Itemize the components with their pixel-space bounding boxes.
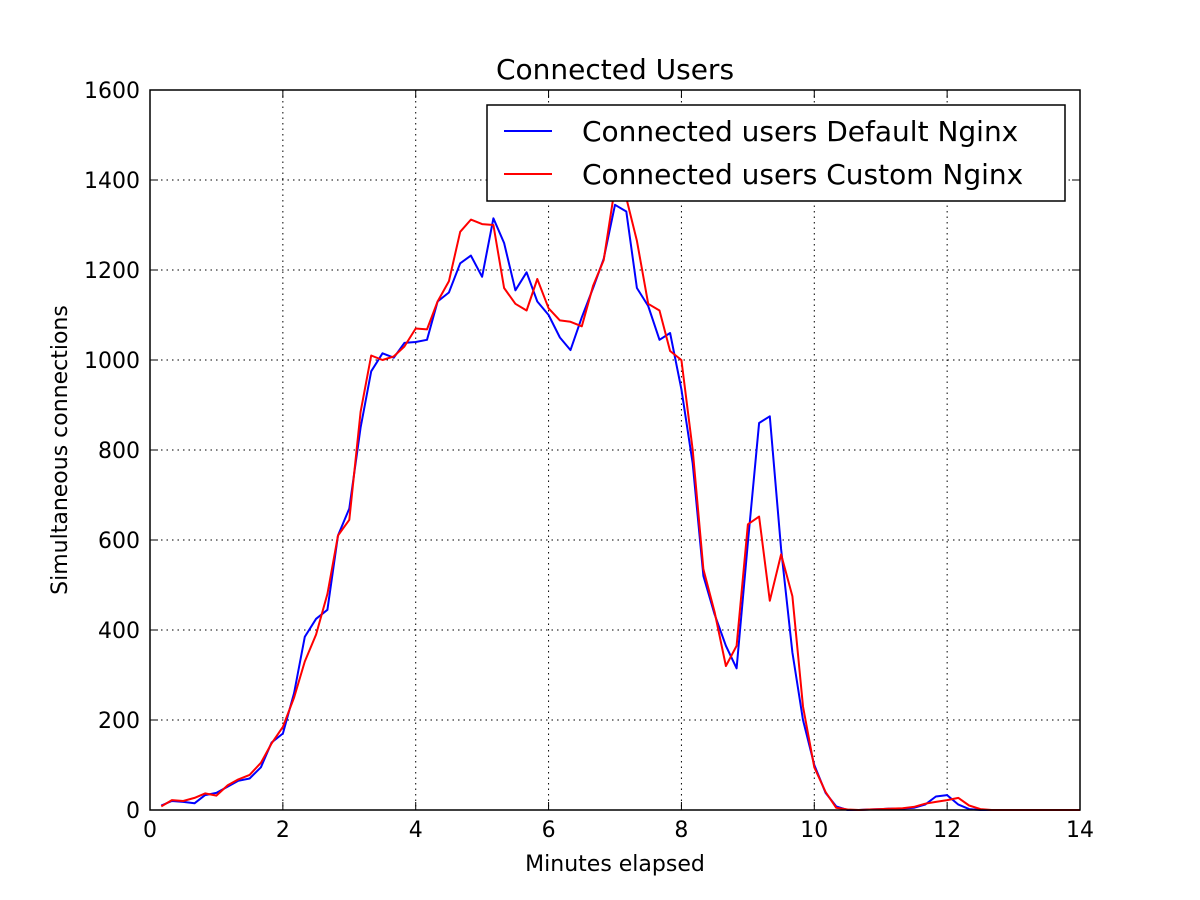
x-tick-label: 0 [143,818,157,843]
axis-ticks [149,89,1081,811]
x-axis-label: Minutes elapsed [525,852,705,877]
legend-box [486,104,1066,202]
y-tick-label: 1000 [84,349,140,374]
gridlines [150,90,1080,810]
legend-label-custom-nginx: Connected users Custom Nginx [582,158,1023,191]
x-tick-label: 8 [674,818,688,843]
chart-title: Connected Users [496,53,734,86]
y-tick-label: 600 [98,529,140,554]
y-tick-label: 0 [126,799,140,824]
y-tick-label: 1400 [84,169,140,194]
y-axis-label: Simultaneous connections [48,305,73,595]
y-tick-label: 1200 [84,259,140,284]
x-tick-label: 6 [542,818,556,843]
y-tick-label: 1600 [84,79,140,104]
y-tick-label: 400 [98,619,140,644]
y-tick-label: 200 [98,709,140,734]
x-tick-label: 12 [933,818,961,843]
x-tick-label: 14 [1066,818,1094,843]
y-tick-label: 800 [98,439,140,464]
x-tick-label: 2 [276,818,290,843]
legend-label-default-nginx: Connected users Default Nginx [582,115,1018,148]
x-tick-label: 10 [800,818,828,843]
legend: Connected users Default Nginx Connected … [486,104,1066,202]
tick-labels: 0 2 4 6 8 10 12 14 0 200 400 600 800 1000 1200 1400 1600 [84,79,1094,843]
x-tick-label: 4 [409,818,423,843]
